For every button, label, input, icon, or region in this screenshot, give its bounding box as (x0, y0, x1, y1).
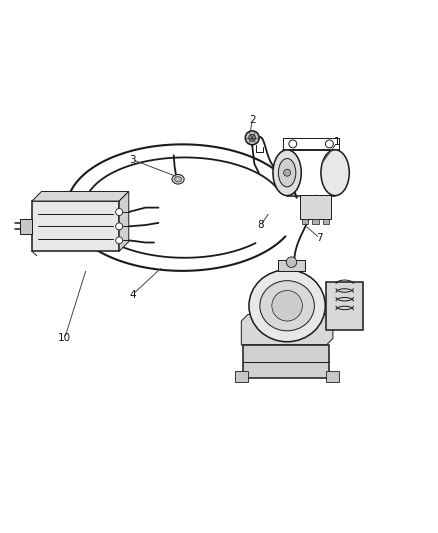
Circle shape (248, 134, 255, 141)
Polygon shape (241, 314, 332, 345)
Circle shape (325, 140, 332, 148)
Circle shape (116, 237, 122, 244)
Text: 10: 10 (58, 334, 71, 343)
Bar (301, 219, 307, 224)
Text: 3: 3 (129, 155, 135, 165)
Bar (322, 219, 328, 224)
Circle shape (245, 131, 258, 145)
Circle shape (286, 257, 296, 268)
Ellipse shape (172, 174, 184, 184)
Ellipse shape (259, 281, 314, 331)
Bar (234, 371, 247, 382)
FancyBboxPatch shape (325, 282, 363, 330)
FancyBboxPatch shape (243, 345, 328, 378)
FancyBboxPatch shape (32, 201, 119, 251)
Circle shape (288, 140, 296, 148)
Bar (312, 219, 318, 224)
Text: 2: 2 (248, 115, 255, 125)
FancyBboxPatch shape (278, 260, 304, 271)
Ellipse shape (272, 150, 300, 196)
Bar (20, 219, 32, 234)
Ellipse shape (278, 158, 295, 187)
Polygon shape (32, 191, 128, 201)
Text: 7: 7 (316, 233, 322, 243)
Text: 8: 8 (257, 220, 264, 230)
Ellipse shape (320, 150, 349, 196)
Circle shape (116, 223, 122, 230)
Polygon shape (119, 191, 128, 251)
Bar (325, 371, 339, 382)
Ellipse shape (248, 270, 325, 342)
Ellipse shape (174, 176, 181, 182)
Circle shape (283, 169, 290, 176)
Text: 4: 4 (129, 290, 135, 300)
Text: 1: 1 (333, 137, 340, 147)
Circle shape (271, 290, 302, 321)
Circle shape (116, 208, 122, 215)
FancyBboxPatch shape (300, 196, 330, 220)
